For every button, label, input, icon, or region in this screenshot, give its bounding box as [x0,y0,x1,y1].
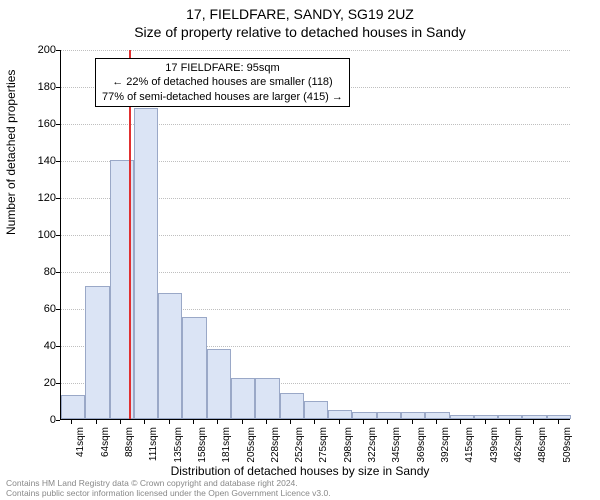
y-tick-label: 0 [16,414,56,426]
x-tick-mark [485,420,486,424]
x-tick-label: 322sqm [367,427,378,475]
x-tick-label: 509sqm [562,427,573,475]
x-tick-mark [533,420,534,424]
histogram-bar [255,378,279,419]
histogram-bar [304,401,328,420]
histogram-bar [401,412,425,419]
x-tick-label: 486sqm [537,427,548,475]
histogram-bar [134,108,158,419]
x-tick-label: 41sqm [75,427,86,475]
info-line-2: ← 22% of detached houses are smaller (11… [102,75,343,89]
x-tick-mark [314,420,315,424]
y-tick-label: 100 [16,229,56,241]
y-axis-label: Number of detached properties [4,70,18,235]
x-tick-label: 111sqm [148,427,159,475]
chart-title-1: 17, FIELDFARE, SANDY, SG19 2UZ [0,6,600,22]
footer-line-1: Contains HM Land Registry data © Crown c… [6,478,331,488]
info-line-3: 77% of semi-detached houses are larger (… [102,90,343,104]
y-tick-label: 80 [16,266,56,278]
histogram-bar [328,410,352,419]
histogram-bar [182,317,206,419]
x-tick-label: 252sqm [294,427,305,475]
histogram-bar [425,412,449,419]
y-tick-mark [56,420,60,421]
gridline [61,50,570,51]
y-tick-label: 200 [16,44,56,56]
x-tick-mark [558,420,559,424]
x-tick-label: 345sqm [391,427,402,475]
x-tick-label: 205sqm [246,427,257,475]
x-tick-mark [120,420,121,424]
x-tick-label: 88sqm [124,427,135,475]
histogram-bar [207,349,231,419]
x-tick-label: 158sqm [197,427,208,475]
x-tick-label: 462sqm [513,427,524,475]
y-tick-label: 60 [16,303,56,315]
x-tick-mark [460,420,461,424]
x-tick-mark [363,420,364,424]
x-tick-mark [339,420,340,424]
x-tick-mark [509,420,510,424]
histogram-bar [280,393,304,419]
y-tick-label: 160 [16,118,56,130]
x-tick-label: 135sqm [173,427,184,475]
footer-attribution: Contains HM Land Registry data © Crown c… [6,478,331,498]
histogram-bar [522,415,546,419]
y-tick-mark [56,272,60,273]
x-tick-mark [387,420,388,424]
y-tick-label: 120 [16,192,56,204]
chart-title-2: Size of property relative to detached ho… [0,24,600,40]
y-tick-mark [56,309,60,310]
x-tick-mark [96,420,97,424]
histogram-bar [498,415,522,419]
x-tick-label: 181sqm [221,427,232,475]
info-line-1: 17 FIELDFARE: 95sqm [102,61,343,75]
x-tick-label: 369sqm [416,427,427,475]
histogram-bar [352,412,376,419]
histogram-bar [547,415,571,419]
y-tick-label: 180 [16,81,56,93]
y-tick-mark [56,383,60,384]
x-tick-label: 392sqm [440,427,451,475]
y-tick-mark [56,346,60,347]
histogram-bar [231,378,255,419]
y-tick-label: 20 [16,377,56,389]
x-tick-mark [266,420,267,424]
y-tick-mark [56,161,60,162]
x-tick-mark [71,420,72,424]
x-tick-label: 228sqm [270,427,281,475]
x-tick-label: 275sqm [318,427,329,475]
histogram-bar [450,415,474,419]
y-tick-mark [56,50,60,51]
histogram-bar [85,286,109,419]
y-tick-mark [56,124,60,125]
x-tick-mark [144,420,145,424]
x-tick-mark [169,420,170,424]
x-tick-label: 298sqm [343,427,354,475]
chart-container: 17, FIELDFARE, SANDY, SG19 2UZ Size of p… [0,0,600,500]
x-tick-mark [242,420,243,424]
y-tick-mark [56,198,60,199]
info-box: 17 FIELDFARE: 95sqm ← 22% of detached ho… [95,58,350,107]
x-tick-label: 439sqm [489,427,500,475]
x-tick-mark [412,420,413,424]
histogram-bar [158,293,182,419]
x-tick-mark [193,420,194,424]
x-tick-label: 64sqm [100,427,111,475]
x-tick-label: 415sqm [464,427,475,475]
y-tick-mark [56,87,60,88]
y-tick-label: 140 [16,155,56,167]
histogram-bar [474,415,498,419]
y-tick-mark [56,235,60,236]
footer-line-2: Contains public sector information licen… [6,488,331,498]
histogram-bar [377,412,401,419]
x-tick-mark [290,420,291,424]
histogram-bar [61,395,85,419]
y-tick-label: 40 [16,340,56,352]
x-tick-mark [217,420,218,424]
x-tick-mark [436,420,437,424]
